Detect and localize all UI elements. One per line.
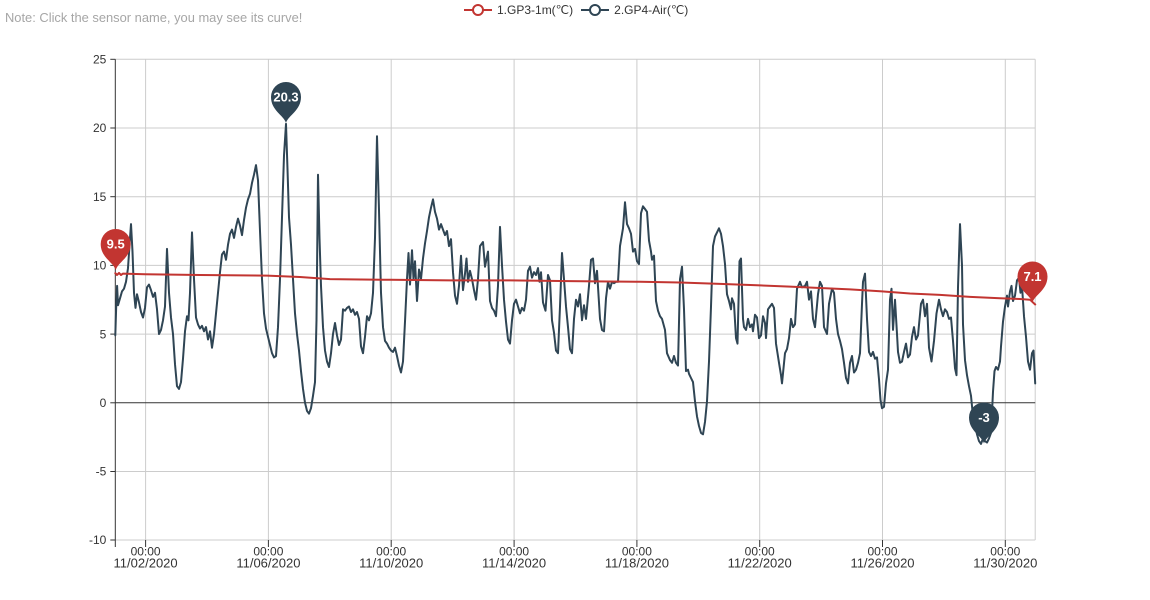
svg-text:00:00: 00:00 bbox=[867, 545, 897, 559]
svg-text:00:00: 00:00 bbox=[253, 545, 283, 559]
svg-text:5: 5 bbox=[100, 327, 107, 341]
svg-text:7.1: 7.1 bbox=[1023, 269, 1041, 284]
svg-text:11/26/2020: 11/26/2020 bbox=[850, 556, 914, 571]
svg-text:00:00: 00:00 bbox=[376, 545, 406, 559]
svg-text:00:00: 00:00 bbox=[131, 545, 161, 559]
svg-text:10: 10 bbox=[93, 259, 107, 273]
svg-text:11/22/2020: 11/22/2020 bbox=[728, 556, 792, 571]
svg-text:11/18/2020: 11/18/2020 bbox=[605, 556, 669, 571]
svg-text:11/02/2020: 11/02/2020 bbox=[114, 556, 178, 571]
svg-text:00:00: 00:00 bbox=[622, 545, 652, 559]
svg-text:-5: -5 bbox=[96, 465, 107, 479]
svg-text:00:00: 00:00 bbox=[745, 545, 775, 559]
svg-text:-3: -3 bbox=[978, 410, 990, 425]
svg-text:15: 15 bbox=[93, 190, 107, 204]
svg-text:11/30/2020: 11/30/2020 bbox=[973, 556, 1037, 571]
svg-text:11/06/2020: 11/06/2020 bbox=[236, 556, 300, 571]
svg-text:20: 20 bbox=[93, 121, 107, 135]
svg-text:20.3: 20.3 bbox=[273, 90, 298, 105]
svg-text:25: 25 bbox=[93, 53, 107, 67]
svg-text:00:00: 00:00 bbox=[990, 545, 1020, 559]
svg-text:11/14/2020: 11/14/2020 bbox=[482, 556, 546, 571]
svg-text:11/10/2020: 11/10/2020 bbox=[359, 556, 423, 571]
svg-text:9.5: 9.5 bbox=[107, 237, 125, 252]
svg-text:-10: -10 bbox=[89, 533, 107, 547]
svg-text:0: 0 bbox=[100, 396, 107, 410]
svg-text:00:00: 00:00 bbox=[499, 545, 529, 559]
